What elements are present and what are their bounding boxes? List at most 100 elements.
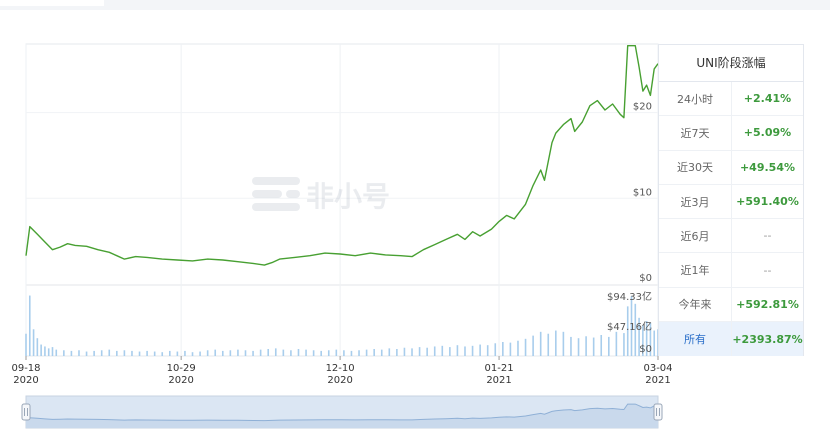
volume-bar-58 xyxy=(433,346,436,356)
performance-period: 近30天 xyxy=(659,150,732,184)
volume-bar-29 xyxy=(214,349,217,356)
volume-bar-38 xyxy=(282,349,285,356)
volume-bar-19 xyxy=(138,351,141,356)
volume-tick-label-1: $47.16亿 xyxy=(607,320,652,333)
volume-bar-24 xyxy=(176,351,179,356)
volume-bar-63 xyxy=(471,345,474,356)
performance-period: 近7天 xyxy=(659,116,732,150)
volume-bar-18 xyxy=(131,350,133,356)
volume-bar-9 xyxy=(63,350,65,356)
volume-bar-85 xyxy=(630,296,633,356)
performance-row[interactable]: 24小时 +2.41% xyxy=(659,82,803,117)
volume-bar-54 xyxy=(403,347,406,356)
volume-bar-86 xyxy=(634,303,637,356)
navigator-handle-grip xyxy=(653,403,663,421)
volume-bar-8 xyxy=(55,349,58,356)
volume-bar-69 xyxy=(517,340,519,356)
volume-tick-label-0: $0 xyxy=(639,344,652,355)
volume-bar-10 xyxy=(70,350,73,356)
volume-tick-label-2: $94.33亿 xyxy=(607,290,652,303)
plot-frame xyxy=(25,43,659,357)
x-tick-year-0: 2020 xyxy=(13,375,38,386)
volume-bar-16 xyxy=(116,350,118,356)
volume-bar-49 xyxy=(365,349,368,356)
volume-bar-45 xyxy=(335,349,338,356)
volume-bar-68 xyxy=(509,342,512,356)
volume-bar-70 xyxy=(524,338,527,356)
volume-bar-56 xyxy=(418,347,421,356)
volume-bar-7 xyxy=(51,347,54,356)
performance-row[interactable]: 近3月 +591.40% xyxy=(659,184,803,220)
volume-bar-26 xyxy=(191,352,194,356)
volume-bar-17 xyxy=(123,350,126,356)
performance-change: +591.40% xyxy=(736,195,799,209)
volume-bar-48 xyxy=(358,350,360,356)
performance-change: +5.09% xyxy=(743,126,792,140)
volume-bar-6 xyxy=(47,348,50,356)
volume-bar-33 xyxy=(244,350,247,356)
performance-change: -- xyxy=(763,229,772,243)
price-tick-label-2: $20 xyxy=(633,102,652,113)
price-tick-label-0: $0 xyxy=(639,273,652,284)
watermark-logo-bar-2 xyxy=(252,190,282,198)
volume-bar-46 xyxy=(343,350,345,356)
watermark-logo-bar-1 xyxy=(252,177,300,185)
volume-bar-71 xyxy=(532,335,534,356)
performance-table: UNI阶段涨幅 24小时 +2.41% 近7天 +5.09% 近30天 +49.54% 近3… xyxy=(658,44,804,357)
volume-bar-91 xyxy=(653,330,656,356)
price-tick-label-1: $10 xyxy=(633,187,652,198)
navigator-handle-grip xyxy=(21,403,31,421)
watermark-text: 非小号 xyxy=(306,180,390,213)
volume-bar-0 xyxy=(25,333,27,356)
volume-bar-59 xyxy=(441,345,444,356)
volume-bar-47 xyxy=(350,350,353,356)
volume-bar-44 xyxy=(327,350,330,356)
performance-row[interactable]: 近30天 +49.54% xyxy=(659,150,803,185)
volume-bar-79 xyxy=(592,337,595,356)
performance-row[interactable]: 今年来 +592.81% xyxy=(659,287,803,323)
performance-period: 24小时 xyxy=(659,82,732,116)
volume-bar-73 xyxy=(547,333,550,356)
volume-bar-52 xyxy=(388,348,391,356)
volume-bar-83 xyxy=(623,333,625,356)
volume-bar-50 xyxy=(373,349,375,356)
performance-change: +2393.87% xyxy=(732,332,803,346)
volume-bar-30 xyxy=(221,350,224,356)
volume-bar-2 xyxy=(32,329,35,356)
volume-bar-62 xyxy=(464,346,466,356)
performance-period: 所有 xyxy=(659,322,732,357)
navigator-line xyxy=(25,403,659,422)
performance-change: -- xyxy=(763,263,772,277)
volume-bar-55 xyxy=(411,348,413,356)
navigator-handle-left[interactable] xyxy=(21,403,31,421)
volume-bar-89 xyxy=(645,321,648,356)
x-tick-year-1: 2020 xyxy=(168,375,193,386)
volume-bar-34 xyxy=(252,350,254,356)
volume-bar-5 xyxy=(44,346,46,356)
performance-period: 近3月 xyxy=(659,184,732,219)
volume-bar-12 xyxy=(85,351,88,356)
volume-bar-80 xyxy=(600,335,603,356)
volume-bar-82 xyxy=(615,331,618,356)
volume-bar-3 xyxy=(36,338,39,356)
performance-row[interactable]: 近1年 -- xyxy=(659,253,803,288)
volume-bar-31 xyxy=(229,350,232,356)
volume-bar-72 xyxy=(539,331,542,356)
volume-bar-20 xyxy=(146,350,148,356)
performance-change: +592.81% xyxy=(736,297,799,311)
performance-row[interactable]: 近7天 +5.09% xyxy=(659,116,803,151)
volume-bar-90 xyxy=(649,322,652,356)
navigator-handle-right[interactable] xyxy=(653,403,663,421)
active-tab-stub[interactable] xyxy=(0,0,104,6)
volume-bar-64 xyxy=(479,344,481,356)
x-tick-label-1: 10-29 xyxy=(167,363,196,374)
performance-row[interactable]: 所有 +2393.87% xyxy=(659,322,803,357)
volume-bar-28 xyxy=(206,350,209,356)
performance-row[interactable]: 近6月 -- xyxy=(659,219,803,254)
volume-bar-76 xyxy=(570,336,572,356)
volume-bar-25 xyxy=(184,350,186,356)
volume-bar-87 xyxy=(638,317,640,356)
volume-bar-11 xyxy=(78,350,80,356)
volume-bar-61 xyxy=(456,345,459,356)
performance-period: 近6月 xyxy=(659,219,732,253)
